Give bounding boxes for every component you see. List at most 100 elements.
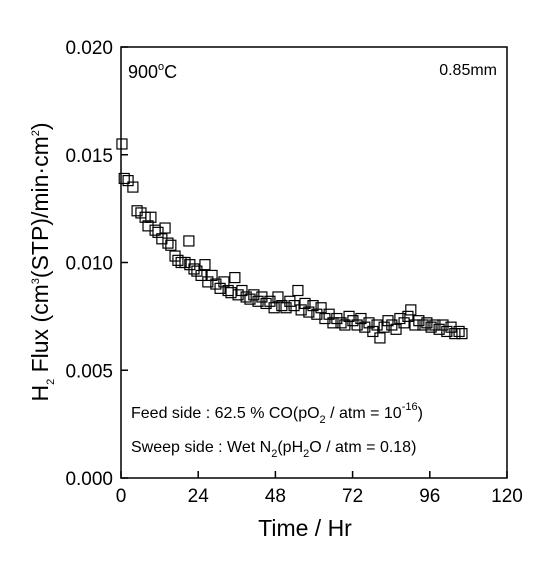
temperature-annotation: 900oC [128,61,177,82]
marker [343,310,355,322]
marker [183,235,195,247]
marker [229,271,241,284]
y-tick-label: 0.000 [65,469,113,490]
marker [202,276,214,288]
marker [191,265,203,277]
y-label-sup: 3 [30,278,42,284]
marker [351,319,363,331]
sweep-annotation: Sweep side : Wet N2(pH2O / atm = 0.18) [131,439,416,460]
y-label-sub: 2 [45,379,57,385]
marker [145,211,157,223]
marker [156,233,168,245]
marker [359,321,371,333]
marker [445,321,457,333]
x-tick-label: 24 [188,486,210,507]
marker [152,226,164,238]
marker [268,302,280,314]
y-tick-label: 0.010 [65,254,113,275]
marker [382,315,394,327]
marker [169,250,181,262]
x-tick-label: 48 [265,486,286,507]
marker [371,319,383,331]
marker [260,297,272,310]
y-label-part: (STP)/min·cm [27,136,53,278]
y-label-part: Flux (cm [27,284,53,379]
marker [417,319,429,331]
marker [272,291,284,303]
marker [437,319,449,331]
marker [409,319,421,331]
marker [429,319,441,331]
marker [405,304,417,316]
marker [449,328,461,340]
marker [355,312,367,325]
y-tick-label: 0.020 [65,38,113,59]
marker [139,211,151,223]
marker [116,138,128,150]
marker [184,259,196,271]
marker [413,315,425,327]
marker [256,291,268,303]
marker [162,237,174,249]
marker [299,297,311,310]
marker [323,308,335,320]
marker [232,289,244,301]
marker [264,295,276,307]
marker [311,308,323,320]
marker [378,321,390,333]
marker [135,207,147,219]
ann-sub: 2 [303,448,309,460]
marker [127,181,139,193]
ann-part: (pH [277,439,303,456]
marker [374,332,386,344]
marker [206,269,218,282]
ann-part: ) [418,405,423,422]
marker [331,312,343,325]
marker [131,205,143,217]
y-tick-label: 0.015 [65,146,113,167]
marker [307,300,319,312]
marker [363,317,375,329]
feed-annotation: Feed side : 62.5 % CO(pO2 / atm = 10-16) [131,401,423,426]
marker [327,317,339,329]
marker [453,325,465,338]
x-axis-label: Time / Hr [258,515,352,541]
marker [398,317,410,329]
marker [236,284,248,297]
marker [248,289,260,301]
marker [425,321,437,333]
marker [276,300,288,312]
marker [288,300,300,312]
marker [456,328,468,340]
x-tick-label: 120 [491,486,523,507]
thickness-annotation: 0.85mm [439,62,497,79]
marker [367,325,379,338]
marker [284,295,296,307]
ann-sub: 2 [271,448,277,460]
x-tick-label: 0 [116,486,127,507]
marker [142,220,154,232]
marker [188,263,200,275]
y-label-sup: 2 [30,130,42,136]
marker [315,302,327,314]
marker [295,304,307,316]
marker [214,282,226,294]
marker [402,310,414,322]
ann-part: 900 [128,62,158,82]
marker [225,287,237,299]
ann-part: Feed side : 62.5 % CO(pO [131,405,320,422]
marker [303,306,315,318]
marker [421,317,433,329]
marker [172,254,184,266]
y-label-part: H [27,385,53,402]
marker [165,239,177,251]
y-axis-label: H2 Flux (cm3(STP)/min·cm2) [27,122,57,401]
marker [347,315,359,327]
marker [195,269,207,282]
marker [252,295,264,307]
ann-part: O / atm = 0.18) [309,439,416,456]
ann-sup: o [158,61,164,73]
marker [244,293,256,305]
marker [441,325,453,338]
